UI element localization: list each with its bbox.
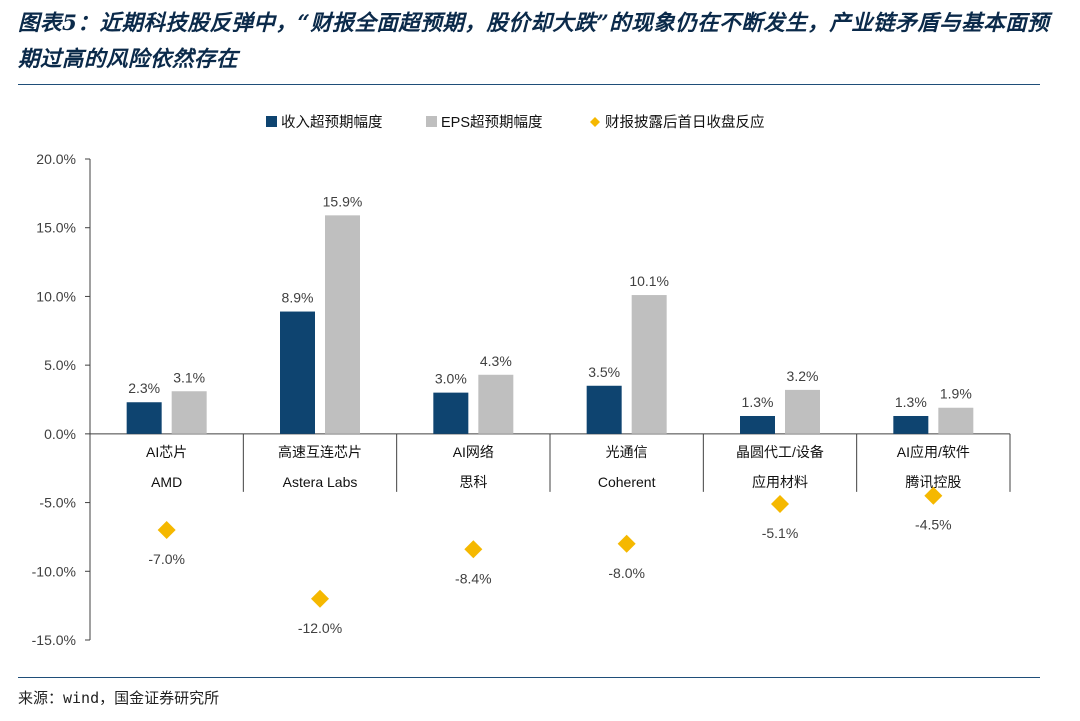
- legend-swatch: [426, 116, 437, 127]
- bar-eps: [631, 295, 667, 434]
- bar-eps: [325, 215, 360, 434]
- reaction-point: [771, 494, 789, 513]
- y-tick-label: 5.0%: [44, 357, 76, 373]
- y-tick-label: 0.0%: [44, 426, 76, 442]
- x-tick-label: 应用材料: [752, 474, 808, 490]
- data-label: 1.3%: [742, 394, 774, 410]
- data-label: -8.4%: [455, 570, 492, 586]
- data-label: 2.3%: [128, 380, 160, 396]
- bar-revenue: [280, 311, 315, 434]
- reaction-point: [311, 589, 329, 608]
- legend-label: 收入超预期幅度: [281, 114, 383, 131]
- bar-revenue: [586, 385, 622, 434]
- data-label: -5.1%: [762, 525, 799, 541]
- data-label: 3.1%: [173, 369, 205, 385]
- legend-label: EPS超预期幅度: [441, 114, 543, 131]
- data-label: -8.0%: [608, 565, 645, 581]
- legend-swatch: [266, 116, 277, 127]
- legend-swatch: [590, 117, 600, 127]
- data-label: 1.9%: [940, 386, 972, 402]
- x-tick-label: 光通信: [606, 444, 648, 460]
- x-tick-label: AI应用/软件: [897, 444, 970, 460]
- x-tick-label: Astera Labs: [283, 474, 358, 490]
- x-tick-label: 腾讯控股: [905, 474, 961, 490]
- reaction-point: [617, 534, 636, 553]
- data-label: 3.5%: [588, 364, 620, 380]
- bar-eps: [938, 407, 974, 434]
- legend: 收入超预期幅度 EPS超预期幅度 财报披露后首日收盘反应: [266, 113, 765, 131]
- data-label: 1.3%: [895, 394, 927, 410]
- reaction-point: [924, 486, 943, 505]
- bar-revenue: [740, 415, 775, 434]
- chart-marks: 2.3% 3.1% 8.9% 15.9% 3.0% 4.3% 3.5% 10.1% 1.3% 3.…: [126, 193, 974, 636]
- y-tick-label: -10.0%: [32, 563, 76, 579]
- y-tick-label: 15.0%: [36, 220, 76, 236]
- data-label: 8.9%: [282, 290, 314, 306]
- chart-title: 图表5：近期科技股反弹中，“财报全面超预期，股价却大跌”的现象仍在不断发生，产业…: [18, 11, 1050, 72]
- x-tick-label: 高速互连芯片: [278, 444, 362, 460]
- x-tick-label: AI芯片: [146, 444, 187, 460]
- x-tick-label: AMD: [151, 474, 182, 490]
- data-label: -12.0%: [298, 620, 342, 636]
- y-tick-label: 10.0%: [36, 288, 76, 304]
- data-label: 3.2%: [787, 368, 819, 384]
- data-label: 4.3%: [480, 353, 512, 369]
- bar-revenue: [893, 415, 929, 434]
- bar-eps: [785, 389, 820, 434]
- bar-revenue: [126, 402, 162, 434]
- data-label: 10.1%: [629, 273, 669, 289]
- bar-eps: [171, 391, 207, 434]
- y-tick-label: -15.0%: [32, 632, 76, 648]
- x-tick-label: 思科: [459, 474, 487, 490]
- reaction-point: [464, 540, 483, 559]
- reaction-point: [157, 521, 176, 540]
- legend-label: 财报披露后首日收盘反应: [605, 113, 765, 131]
- bar-revenue: [433, 392, 469, 434]
- data-label: 15.9%: [323, 193, 363, 209]
- title-divider: [18, 84, 1040, 85]
- data-label: -7.0%: [148, 551, 185, 567]
- axes: 20.0% 15.0% 10.0% 5.0% 0.0% -5.0% -10.0% -15.0%…: [32, 151, 1011, 648]
- x-tick-label: AI网络: [453, 444, 494, 460]
- bar-eps: [478, 374, 514, 434]
- x-tick-label: Coherent: [598, 474, 656, 490]
- data-label: 3.0%: [435, 371, 467, 387]
- source-divider: [18, 677, 1040, 678]
- y-tick-label: -5.0%: [39, 495, 76, 511]
- y-tick-label: 20.0%: [36, 151, 76, 167]
- x-tick-label: 晶圆代工/设备: [736, 444, 824, 460]
- data-label: -4.5%: [915, 517, 952, 533]
- source-note: 来源：wind，国金证券研究所: [18, 689, 220, 707]
